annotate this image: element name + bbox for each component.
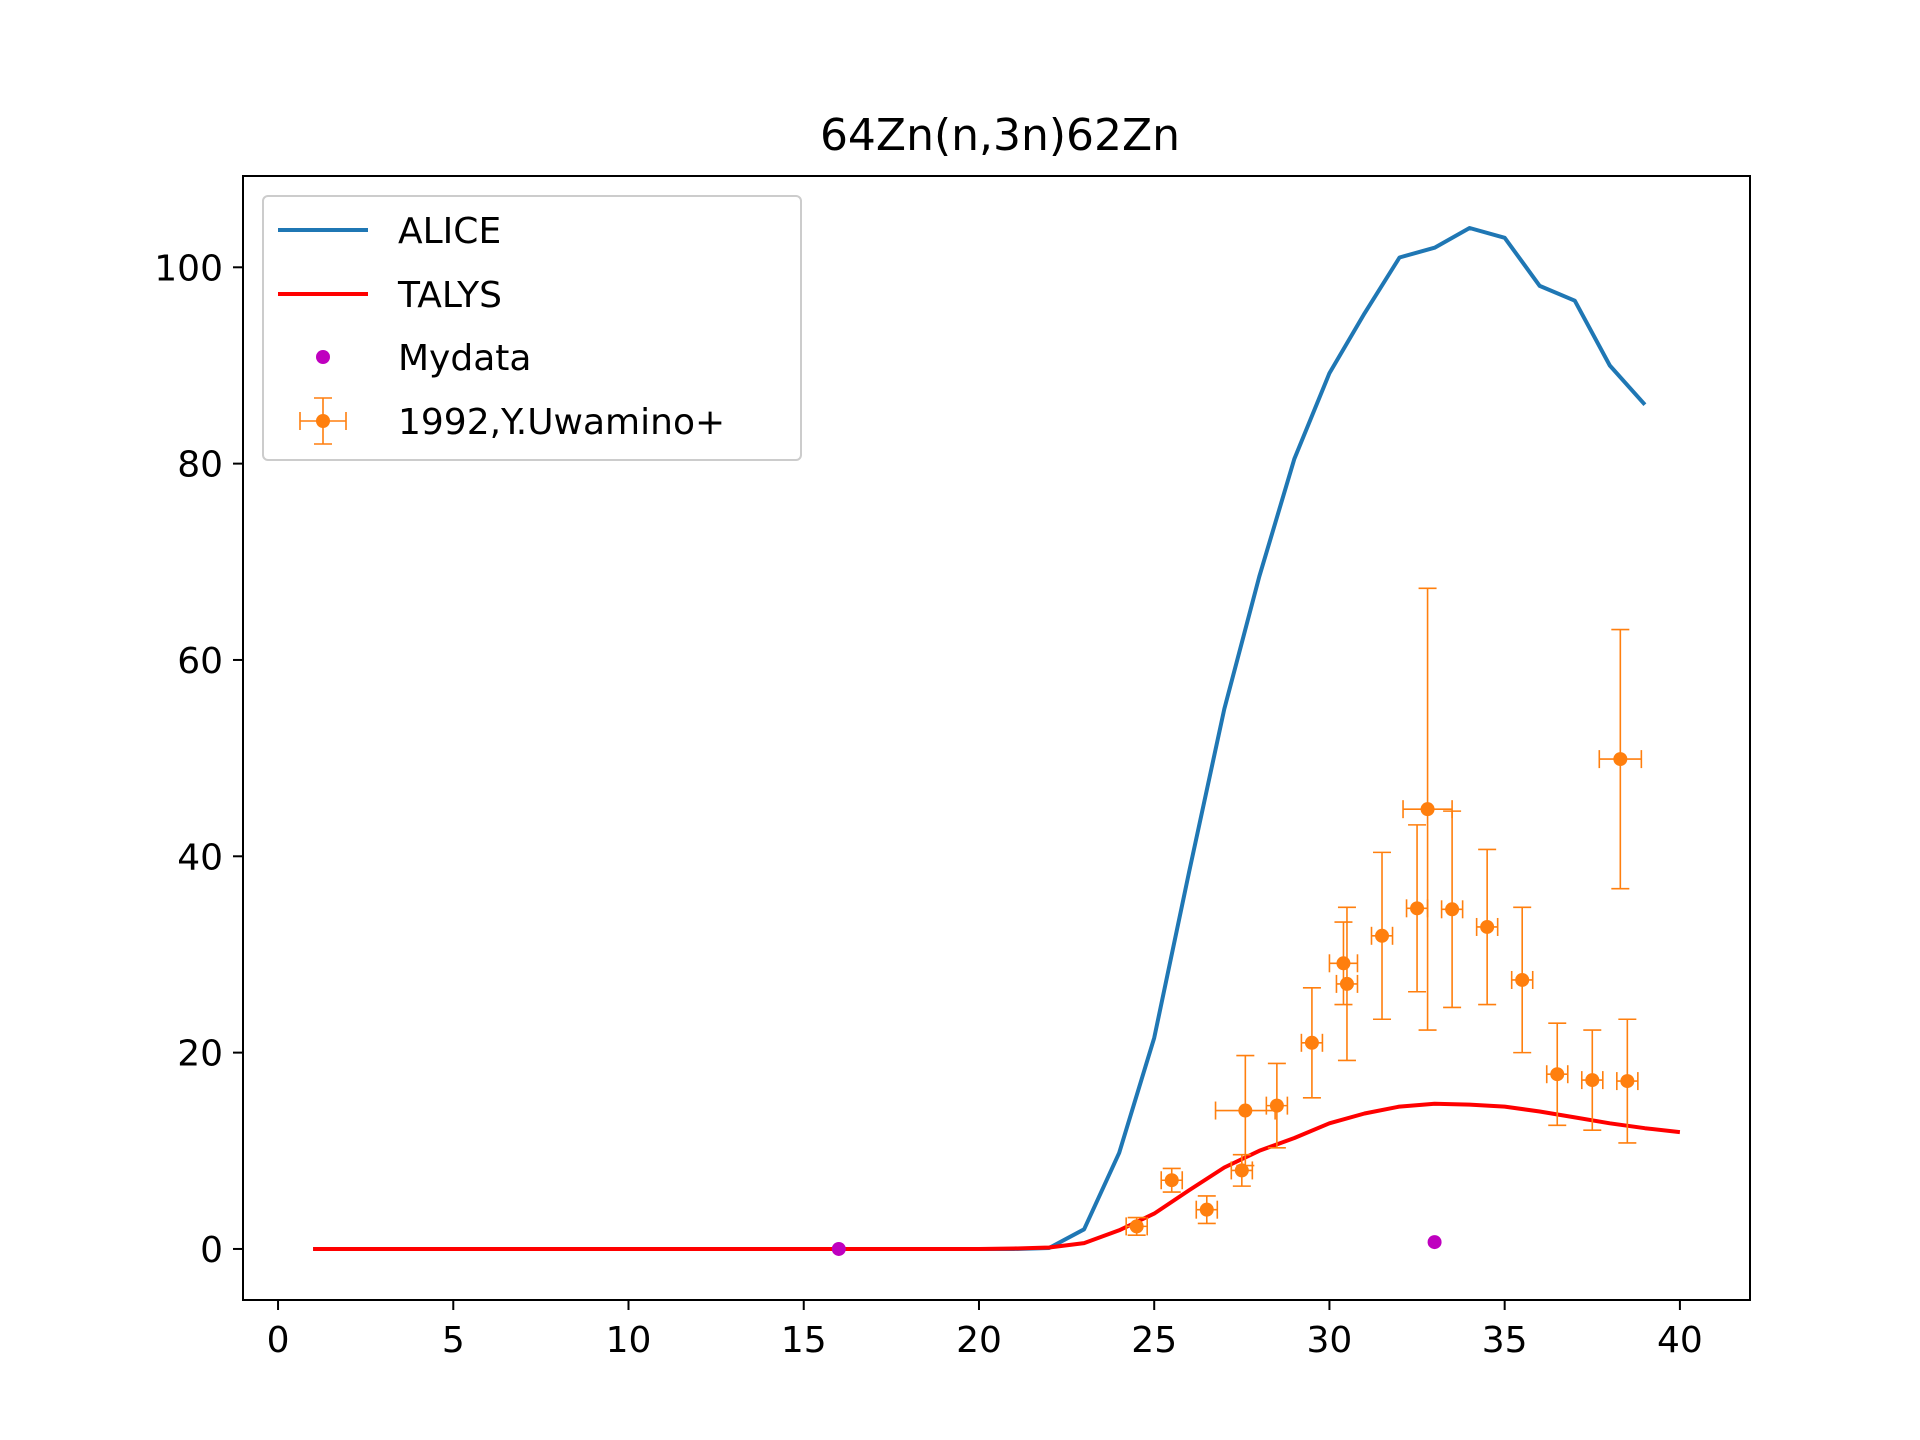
1992-y-uwamino-point — [1420, 802, 1435, 817]
chart-title: 64Zn(n,3n)62Zn — [820, 110, 1180, 161]
1992-y-uwamino-point — [1238, 1103, 1253, 1118]
1992-y-uwamino-errorbar-point — [1125, 1216, 1148, 1237]
1992-y-uwamino-point — [1620, 1074, 1635, 1089]
x-tick-label: 30 — [1307, 1320, 1353, 1361]
y-tick-label: 40 — [177, 837, 223, 878]
1992-y-uwamino-point — [1304, 1035, 1319, 1050]
1992-y-uwamino-point — [1339, 976, 1354, 991]
x-tick-label: 25 — [1131, 1320, 1177, 1361]
1992-y-uwamino-errorbar-point — [1160, 1167, 1184, 1193]
1992-y-uwamino-errorbar-point — [1195, 1195, 1219, 1225]
1992-y-uwamino-point — [1550, 1067, 1565, 1082]
1992-y-uwamino-point — [1515, 972, 1530, 987]
1992-y-uwamino-point — [1199, 1202, 1214, 1217]
1992-y-uwamino-errorbar-point — [1402, 587, 1453, 1031]
1992-y-uwamino-point — [1336, 956, 1351, 971]
1992-y-uwamino-errorbar-point — [1616, 1018, 1639, 1144]
1992-y-uwamino-errorbar-point — [1580, 1029, 1604, 1131]
1992-y-uwamino-errorbar-point — [1510, 906, 1534, 1054]
1992-y-uwamino-errorbar-point — [1598, 628, 1643, 890]
y-axis: 0 20 40 60 80 100 — [154, 248, 243, 1271]
1992-y-uwamino-errorbar-point — [1265, 1062, 1289, 1149]
x-tick-label: 35 — [1482, 1320, 1528, 1361]
x-tick-label: 5 — [442, 1320, 465, 1361]
1992-y-uwamino-point — [1164, 1173, 1179, 1188]
1992-y-uwamino-point — [1375, 928, 1390, 943]
x-tick-label: 15 — [781, 1320, 827, 1361]
1992-y-uwamino-point — [1613, 752, 1628, 767]
1992-y-uwamino-point — [1585, 1073, 1600, 1088]
legend-label: TALYS — [397, 275, 502, 316]
legend-item-mydata: Mydata — [316, 338, 531, 379]
legend-item-1992-y-uwamino: 1992,Y.Uwamino+ — [299, 397, 725, 445]
1992-y-uwamino-point — [1445, 902, 1460, 917]
legend-item-alice: ALICE — [278, 211, 501, 252]
legend-label: 1992,Y.Uwamino+ — [398, 402, 725, 443]
x-tick-label: 20 — [956, 1320, 1002, 1361]
talys-line — [313, 1101, 1681, 1251]
axes-frame — [242, 175, 1751, 1301]
1992-y-uwamino-point — [1269, 1098, 1284, 1113]
1992-y-uwamino-errorbar-point — [1230, 1153, 1254, 1187]
series-layer — [313, 226, 1681, 1256]
1992-y-uwamino-point — [1480, 919, 1495, 934]
legend-label: ALICE — [398, 211, 501, 252]
1992-y-uwamino-errorbar-point — [1300, 987, 1324, 1099]
x-tick-label: 40 — [1657, 1320, 1703, 1361]
legend-item-talys: TALYS — [278, 275, 502, 316]
1992-y-uwamino-point — [1410, 901, 1425, 916]
y-tick-label: 80 — [177, 445, 223, 486]
1992-y-uwamino-errorbar-point — [1475, 848, 1499, 1006]
legend-box — [262, 195, 802, 461]
x-axis: 0 5 10 15 20 25 30 35 40 — [267, 1300, 1703, 1361]
1992-y-uwamino-errorbar-point — [1370, 851, 1394, 1021]
legend-label: Mydata — [398, 338, 531, 379]
mydata-point — [831, 1241, 846, 1256]
1992-y-uwamino-errorbar-point — [1545, 1022, 1569, 1127]
y-tick-label: 100 — [154, 248, 223, 289]
x-tick-label: 0 — [267, 1320, 290, 1361]
1992-y-uwamino-errorbar-point — [1335, 906, 1359, 1062]
legend-swatch-marker — [316, 350, 330, 364]
1992-y-uwamino-errorbar-point — [1214, 1054, 1276, 1167]
y-tick-label: 60 — [177, 641, 223, 682]
legend-swatch-marker — [316, 414, 330, 428]
mydata-point — [1427, 1235, 1442, 1250]
1992-y-uwamino-point — [1234, 1163, 1249, 1178]
y-tick-label: 0 — [200, 1230, 223, 1271]
legend: ALICE TALYS Mydata 1992,Y.Uwamino+ — [262, 195, 802, 461]
1992-y-uwamino-point — [1129, 1219, 1144, 1234]
x-tick-label: 10 — [606, 1320, 652, 1361]
1992-y-uwamino-errorbar-point — [1440, 810, 1464, 1009]
y-tick-label: 20 — [177, 1034, 223, 1075]
